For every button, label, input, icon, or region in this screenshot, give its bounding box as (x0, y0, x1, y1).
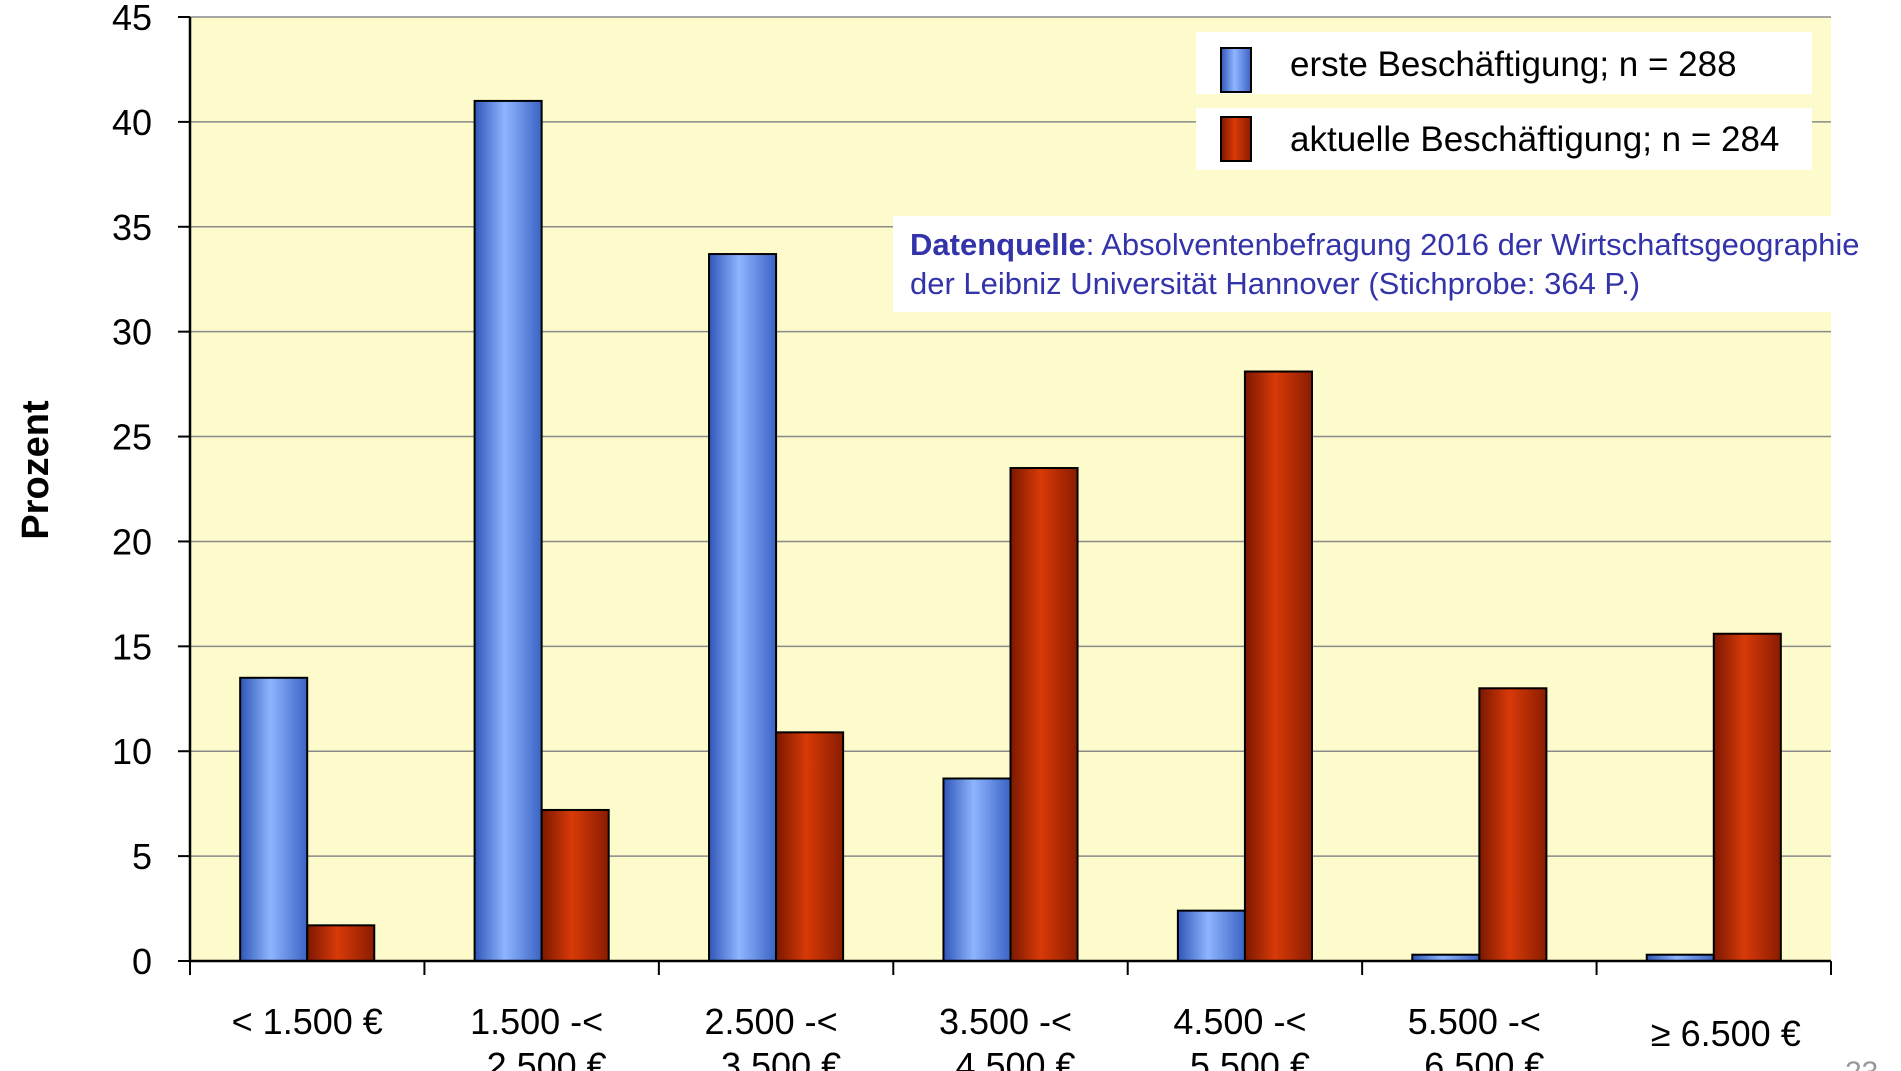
y-tick-label: 10 (112, 731, 152, 772)
legend-label-erste: erste Beschäftigung; n = 288 (1290, 45, 1737, 84)
legend-box-1 (1196, 32, 1812, 94)
x-category-label-line1: 1.500 -< (470, 1001, 603, 1042)
bar-aktuelle (1009, 467, 1079, 962)
legend-label-aktuelle: aktuelle Beschäftigung; n = 284 (1290, 120, 1779, 159)
bar-erste (239, 676, 309, 962)
y-tick-label: 25 (112, 417, 152, 458)
x-category-label-line2: 6.500 € (1424, 1045, 1544, 1071)
y-tick-label: 30 (112, 312, 152, 353)
bar-erste (473, 99, 543, 962)
bar-aktuelle (1712, 632, 1782, 962)
y-tick-label: 0 (132, 941, 152, 982)
y-tick-label: 45 (112, 0, 152, 38)
y-tick-label: 20 (112, 521, 152, 562)
legend: erste Beschäftigung; n = 288 aktuelle Be… (1196, 32, 1812, 170)
y-tick-label: 35 (112, 207, 152, 248)
bar-aktuelle (1478, 687, 1548, 962)
bars (239, 99, 1782, 963)
axes (178, 16, 1832, 975)
y-tick-label: 5 (132, 836, 152, 877)
source-label: Datenquelle (910, 227, 1086, 262)
x-category-label-line1: 2.500 -< (705, 1001, 838, 1042)
y-tick-label: 15 (112, 626, 152, 667)
y-axis-label: Prozent (15, 400, 57, 540)
x-category-label-line1: 4.500 -< (1173, 1001, 1306, 1042)
source-box (893, 216, 1901, 312)
bar-aktuelle (540, 808, 610, 963)
bar-erste (708, 253, 778, 962)
x-category-label: < 1.500 € (232, 1001, 383, 1042)
bar-erste (1176, 909, 1246, 962)
legend-box-2 (1196, 108, 1812, 170)
bar-aktuelle (306, 924, 376, 962)
y-tick-label: 40 (112, 102, 152, 143)
legend-swatch-aktuelle (1220, 116, 1252, 162)
source-line-2: der Leibniz Universität Hannover (Stichp… (910, 266, 1640, 301)
x-category-labels: < 1.500 € 1.500 -< 2.500 € 2.500 -< 3.500 € 3… (232, 1001, 1801, 1071)
x-category-label-line2: 5.500 € (1190, 1045, 1310, 1071)
y-tick-labels: 0 5 10 15 20 25 30 35 40 45 (112, 0, 152, 982)
x-category-label: ≥ 6.500 € (1651, 1013, 1801, 1054)
x-category-label-line1: 3.500 -< (939, 1001, 1072, 1042)
source-line-1: Datenquelle: Absolventenbefragung 2016 d… (910, 227, 1860, 262)
page-number: 23 (1845, 1056, 1878, 1071)
source-line-1-rest: : Absolventenbefragung 2016 der Wirtscha… (1086, 227, 1860, 262)
x-category-label-line1: 5.500 -< (1408, 1001, 1541, 1042)
x-category-label-line2: 4.500 € (955, 1045, 1075, 1071)
bar-aktuelle (1243, 370, 1313, 963)
bar-erste (942, 777, 1012, 963)
source-note: Datenquelle: Absolventenbefragung 2016 d… (893, 216, 1901, 312)
x-category-label-line2: 2.500 € (487, 1045, 607, 1071)
legend-swatch-erste (1220, 47, 1252, 93)
bar-aktuelle (775, 731, 845, 962)
x-category-label-line2: 3.500 € (721, 1045, 841, 1071)
